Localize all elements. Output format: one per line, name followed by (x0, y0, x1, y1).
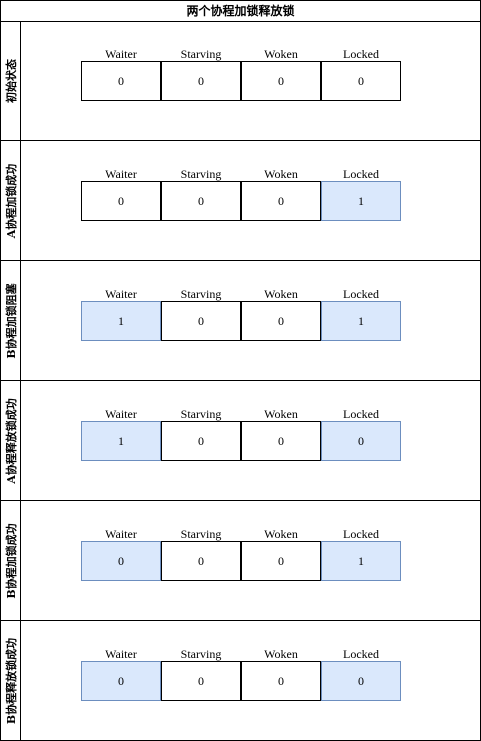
lane-label-column: A协程加锁成功 (1, 141, 21, 260)
state-bit-cell: 1 (321, 181, 401, 221)
state-bit-cell: 0 (161, 541, 241, 581)
state-bit-cell: 0 (81, 181, 161, 221)
state-bit-cell: 0 (161, 301, 241, 341)
state-bit-cell: 0 (81, 541, 161, 581)
state-lane: 初始状态 Waiter 0 Starving 0 Woken 0 Locked 0 (1, 21, 480, 141)
column-header: Waiter (105, 647, 137, 661)
state-lane: A协程加锁成功 Waiter 0 Starving 0 Woken 0 Locked 1 (1, 141, 480, 261)
lane-label-column: A协程释放锁成功 (1, 381, 21, 500)
state-bit-cell: 0 (161, 181, 241, 221)
column-header: Locked (343, 287, 379, 301)
state-bit-cell: 0 (241, 61, 321, 101)
column-header: Waiter (105, 47, 137, 61)
lane-label: A协程释放锁成功 (5, 397, 18, 484)
column-header: Starving (180, 407, 222, 421)
state-bit-cell: 0 (241, 661, 321, 701)
column-header: Waiter (105, 287, 137, 301)
state-bit-cell: 0 (321, 661, 401, 701)
column-header: Locked (343, 47, 379, 61)
column-header: Starving (180, 647, 222, 661)
state-bit-cell: 0 (241, 421, 321, 461)
state-lane: B协程加锁成功 Waiter 0 Starving 0 Woken 0 Locked 1 (1, 501, 480, 621)
state-bit-cell: 0 (241, 181, 321, 221)
state-bit-cell: 1 (321, 301, 401, 341)
column-header: Woken (264, 167, 298, 181)
lane-label: B协程加锁阻塞 (5, 282, 18, 359)
column-header: Waiter (105, 407, 137, 421)
column-header: Locked (343, 527, 379, 541)
column-header: Locked (343, 167, 379, 181)
lane-label-column: B协程释放锁成功 (1, 621, 21, 741)
state-bit-cell: 0 (321, 421, 401, 461)
state-bit-cell: 1 (321, 541, 401, 581)
column-header: Waiter (105, 167, 137, 181)
state-bit-cell: 0 (161, 661, 241, 701)
column-header: Woken (264, 47, 298, 61)
lane-label: B协程加锁成功 (5, 522, 18, 599)
state-lane: B协程加锁阻塞 Waiter 1 Starving 0 Woken 0 Locked 1 (1, 261, 480, 381)
column-header: Starving (180, 167, 222, 181)
lane-label-column: B协程加锁阻塞 (1, 261, 21, 380)
column-header: Waiter (105, 527, 137, 541)
state-bit-cell: 0 (81, 661, 161, 701)
state-bit-cell: 0 (81, 61, 161, 101)
diagram-title: 两个协程加锁释放锁 (1, 1, 480, 22)
lane-label: B协程释放锁成功 (5, 637, 18, 725)
state-bit-cell: 1 (81, 421, 161, 461)
column-header: Starving (180, 527, 222, 541)
state-bit-cell: 0 (161, 61, 241, 101)
column-header: Woken (264, 647, 298, 661)
state-bit-cell: 0 (161, 421, 241, 461)
column-header: Woken (264, 287, 298, 301)
state-bit-cell: 0 (241, 301, 321, 341)
column-header: Woken (264, 527, 298, 541)
lane-label: A协程加锁成功 (5, 163, 18, 238)
state-lane: B协程释放锁成功 Waiter 0 Starving 0 Woken 0 Locked 0 (1, 621, 480, 741)
state-bit-cell: 0 (321, 61, 401, 101)
lane-label-column: B协程加锁成功 (1, 501, 21, 620)
lane-label: 初始状态 (5, 58, 18, 103)
column-header: Locked (343, 647, 379, 661)
column-header: Starving (180, 287, 222, 301)
state-lane: A协程释放锁成功 Waiter 1 Starving 0 Woken 0 Locked 0 (1, 381, 480, 501)
state-bit-cell: 1 (81, 301, 161, 341)
state-bit-cell: 0 (241, 541, 321, 581)
column-header: Locked (343, 407, 379, 421)
column-header: Starving (180, 47, 222, 61)
lane-label-column: 初始状态 (1, 21, 21, 140)
column-header: Woken (264, 407, 298, 421)
